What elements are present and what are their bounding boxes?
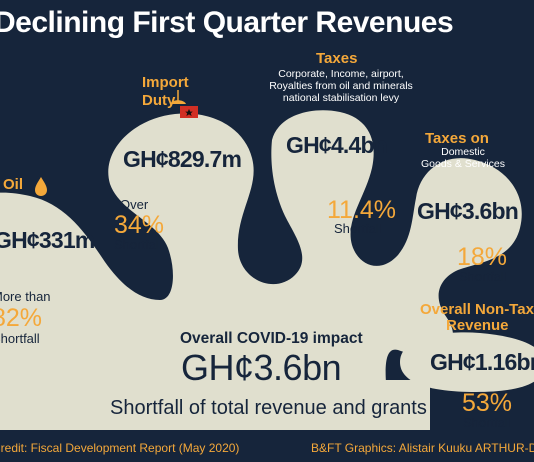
graphics-credit: B&FT Graphics: Alistair Kuuku ARTHUR-DON (311, 441, 534, 455)
import-qualifier: Over (120, 197, 149, 212)
oil-shortfall-label: Shortfall (0, 331, 40, 346)
taxes-shortfall-label: Shortfall (334, 221, 382, 236)
nontax-shortfall-label: Shortfall (463, 415, 511, 430)
oil-qualifier: More than (0, 289, 51, 304)
nontax-heading-line1: Overall Non-Tax (420, 301, 534, 318)
footer-band (0, 430, 534, 462)
domestic-shortfall-label: Shortfall (459, 269, 507, 284)
oil-amount: GH¢331m (0, 227, 95, 253)
central-blob (0, 110, 522, 430)
nontax-amount: GH¢1.16bn (430, 349, 534, 375)
taxes-desc-1: Corporate, Income, airport, (278, 68, 404, 80)
oil-drop-icon (35, 177, 47, 196)
domestic-desc-2: Goods & Services (420, 158, 506, 170)
domestic-desc-1: Domestic (441, 146, 485, 158)
nontax-percent: 53% (462, 389, 513, 417)
oil-percent: 82% (0, 304, 43, 332)
ghana-flag-icon (170, 90, 198, 118)
taxes-percent: 11.4% (327, 196, 397, 224)
taxes-desc-2: Royalties from oil and minerals (269, 80, 413, 92)
taxes-amount: GH¢4.4bn (286, 132, 388, 158)
overall-amount: GH¢3.6bn (181, 347, 342, 388)
base-fill (0, 380, 430, 430)
import-heading-line1: Import (142, 74, 189, 91)
overall-heading: Overall COVID-19 impact (180, 330, 363, 347)
import-shortfall-label: Shortfall (114, 237, 162, 252)
import-heading-line2: Duty (142, 92, 176, 109)
import-percent: 34% (114, 211, 165, 239)
nontax-blob (400, 332, 534, 392)
taxes-heading: Taxes (316, 50, 358, 67)
overall-description: Shortfall of total revenue and grants (110, 397, 427, 419)
source-credit: Credit: Fiscal Development Report (May 2… (0, 441, 240, 455)
domestic-percent: 18% (457, 243, 508, 271)
oil-heading: Oil (3, 176, 24, 193)
page-title: Declining First Quarter Revenues (0, 6, 454, 39)
domestic-heading: Taxes on (425, 130, 489, 147)
import-amount: GH¢829.7m (123, 146, 242, 172)
nontax-heading-line2: Revenue (446, 317, 509, 334)
taxes-desc-3: national stabilisation levy (282, 92, 400, 104)
domestic-amount: GH¢3.6bn (417, 198, 519, 224)
